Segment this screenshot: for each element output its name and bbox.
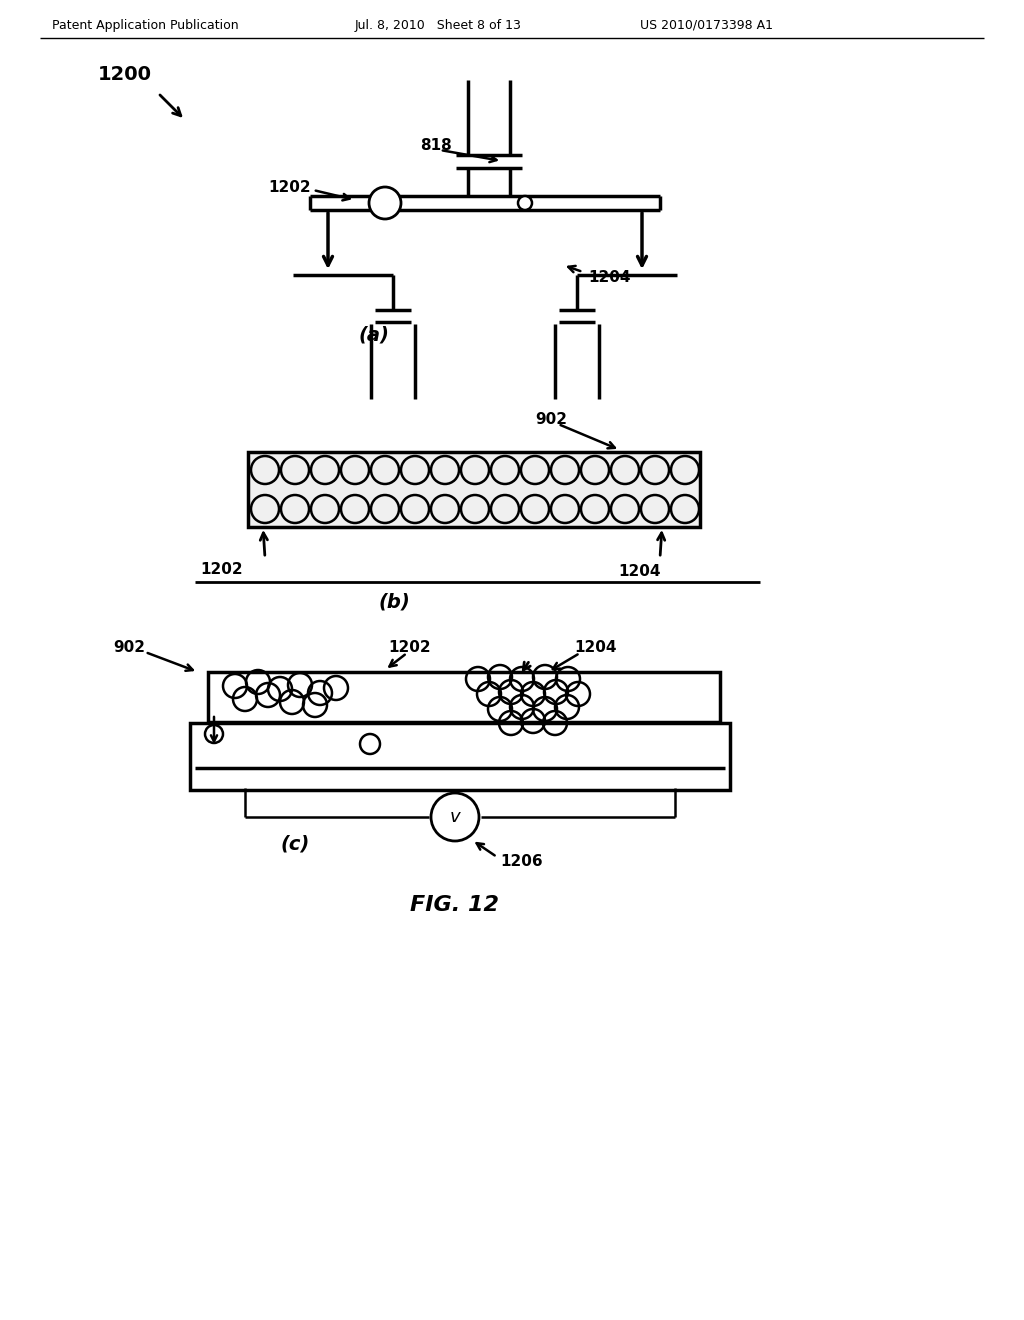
- Circle shape: [369, 187, 401, 219]
- Bar: [248, 451, 700, 527]
- Text: 1202: 1202: [200, 562, 243, 578]
- Text: 1200: 1200: [98, 66, 152, 84]
- Text: 1202: 1202: [388, 640, 431, 656]
- Text: FIG. 12: FIG. 12: [411, 895, 500, 915]
- Text: (a): (a): [358, 326, 389, 345]
- Text: 902: 902: [535, 412, 567, 428]
- Text: (b): (b): [378, 593, 410, 611]
- Text: 1204: 1204: [588, 271, 631, 285]
- Circle shape: [431, 793, 479, 841]
- Text: 1204: 1204: [618, 565, 660, 579]
- Text: 818: 818: [420, 137, 452, 153]
- Text: v: v: [450, 808, 461, 826]
- Bar: [208, 672, 720, 722]
- Text: Patent Application Publication: Patent Application Publication: [52, 18, 239, 32]
- Text: (c): (c): [280, 834, 309, 854]
- Text: US 2010/0173398 A1: US 2010/0173398 A1: [640, 18, 773, 32]
- Text: Jul. 8, 2010   Sheet 8 of 13: Jul. 8, 2010 Sheet 8 of 13: [355, 18, 522, 32]
- Text: 902: 902: [113, 640, 145, 656]
- Text: 1206: 1206: [500, 854, 543, 870]
- Bar: [190, 723, 730, 789]
- Text: 1204: 1204: [574, 640, 616, 656]
- Text: 1202: 1202: [268, 180, 310, 194]
- Circle shape: [518, 195, 532, 210]
